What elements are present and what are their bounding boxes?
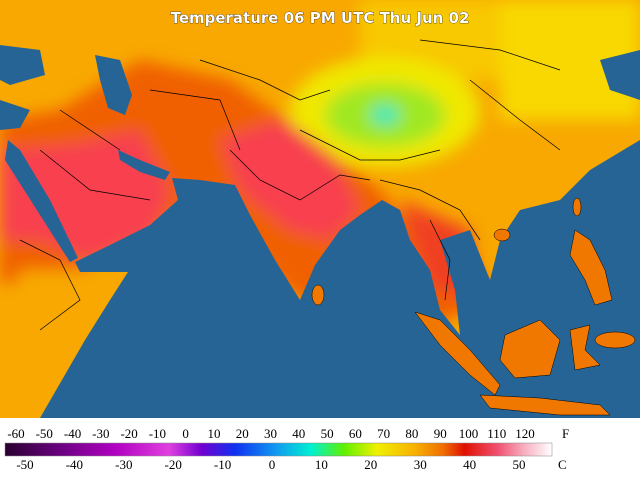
f-tick-label: 50: [321, 426, 334, 441]
map-title: Temperature 06 PM UTC Thu Jun 02: [171, 9, 470, 27]
unit-f: F: [562, 426, 569, 441]
f-tick-label: -30: [92, 426, 109, 441]
c-tick-label: -40: [66, 457, 83, 472]
f-tick-label: 110: [487, 426, 506, 441]
unit-c: C: [558, 457, 567, 472]
f-tick-label: 20: [236, 426, 249, 441]
f-tick-label: 90: [434, 426, 447, 441]
f-tick-label: 100: [459, 426, 479, 441]
c-tick-label: -30: [115, 457, 132, 472]
f-tick-label: -60: [7, 426, 24, 441]
country-borders: [19, 39, 561, 331]
c-tick-label: 30: [414, 457, 427, 472]
f-tick-label: 120: [515, 426, 535, 441]
color-scale: [4, 442, 553, 457]
water: [0, 45, 640, 418]
c-tick-label: 0: [269, 457, 276, 472]
c-tick-label: 10: [315, 457, 328, 472]
f-tick-label: -20: [120, 426, 137, 441]
c-tick-label: -10: [214, 457, 231, 472]
f-tick-label: -10: [149, 426, 166, 441]
legend: F C: [4, 426, 569, 472]
f-tick-label: -40: [64, 426, 81, 441]
f-tick-label: 10: [207, 426, 220, 441]
c-tick-label: -20: [165, 457, 182, 472]
c-tick-label: 20: [364, 457, 377, 472]
f-tick-label: 40: [292, 426, 305, 441]
f-tick-label: 30: [264, 426, 277, 441]
f-tick-label: 0: [182, 426, 189, 441]
c-tick-label: -50: [16, 457, 33, 472]
f-tick-label: -50: [36, 426, 53, 441]
f-tick-label: 80: [405, 426, 418, 441]
islands: [311, 197, 636, 416]
c-tick-label: 50: [513, 457, 526, 472]
f-tick-label: 60: [349, 426, 362, 441]
f-tick-label: 70: [377, 426, 390, 441]
c-tick-label: 40: [463, 457, 476, 472]
map-area: [0, 0, 640, 418]
